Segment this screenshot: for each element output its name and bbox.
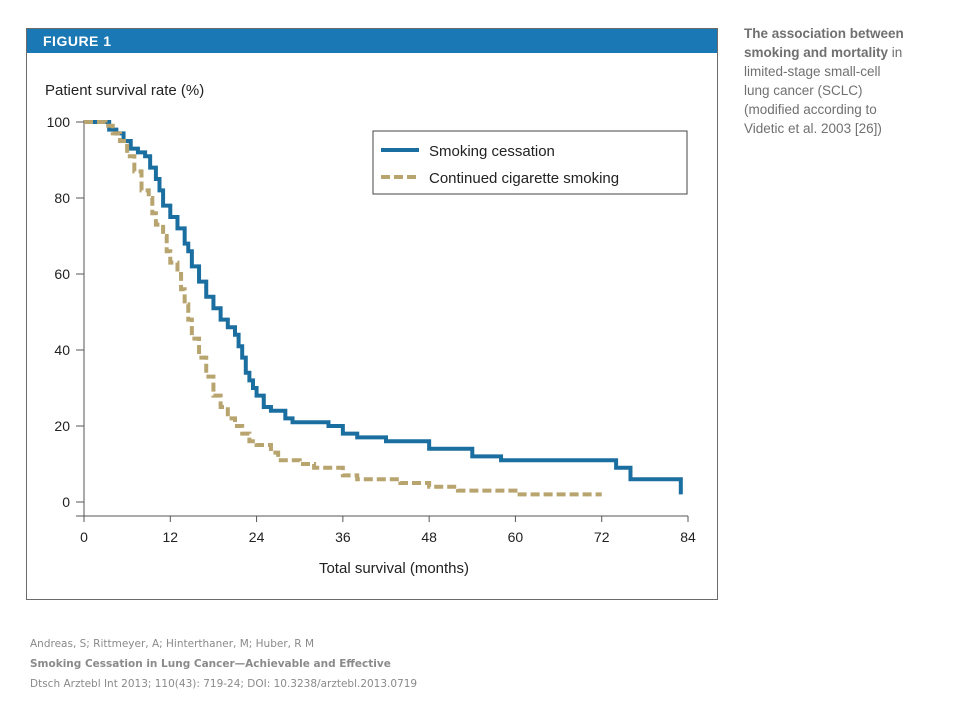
x-tick-label: 48: [421, 529, 437, 545]
x-tick-label: 24: [249, 529, 265, 545]
legend-label-2: Continued cigarette smoking: [429, 170, 619, 187]
footer-title: Smoking Cessation in Lung Cancer—Achieva…: [30, 658, 391, 670]
x-tick-label: 72: [594, 529, 610, 545]
x-axis-title: Total survival (months): [319, 560, 469, 577]
y-tick-label: 20: [54, 418, 70, 434]
legend-box: [372, 130, 688, 195]
footer-citation: Dtsch Arztebl Int 2013; 110(43): 719-24;…: [30, 678, 418, 690]
series-line-2: [84, 120, 602, 497]
y-tick-label: 0: [62, 494, 70, 510]
x-tick-label: 36: [335, 529, 351, 545]
survival-chart: Patient survival rate (%) 0 20 40 60 80 100 0 12…: [45, 82, 696, 577]
caption-bold: The association between smoking and mort…: [744, 26, 904, 60]
y-tick-label: 100: [47, 114, 71, 130]
x-tick-label: 12: [162, 529, 178, 545]
legend-label-1: Smoking cessation: [429, 143, 555, 160]
x-tick-label: 60: [508, 529, 524, 545]
series-line-1: [84, 120, 683, 495]
caption-rest: in limited-stage small-cell lung cancer …: [744, 45, 903, 136]
y-tick-label: 60: [54, 266, 70, 282]
y-axis-title: Patient survival rate (%): [45, 82, 204, 99]
footer-authors: Andreas, S; Rittmeyer, A; Hinterthaner, …: [30, 638, 314, 650]
x-tick-label: 0: [80, 529, 88, 545]
x-tick-label: 84: [680, 529, 696, 545]
figure-header: FIGURE 1: [27, 29, 717, 53]
side-caption: The association between smoking and mort…: [744, 24, 904, 138]
y-tick-label: 40: [54, 342, 70, 358]
citation-footer: Andreas, S; Rittmeyer, A; Hinterthaner, …: [30, 634, 417, 694]
figure-box: FIGURE 1 Patient survival rate (%) 0 20 40 6…: [26, 28, 718, 600]
y-tick-label: 80: [54, 190, 70, 206]
figure-label: FIGURE 1: [43, 33, 112, 49]
